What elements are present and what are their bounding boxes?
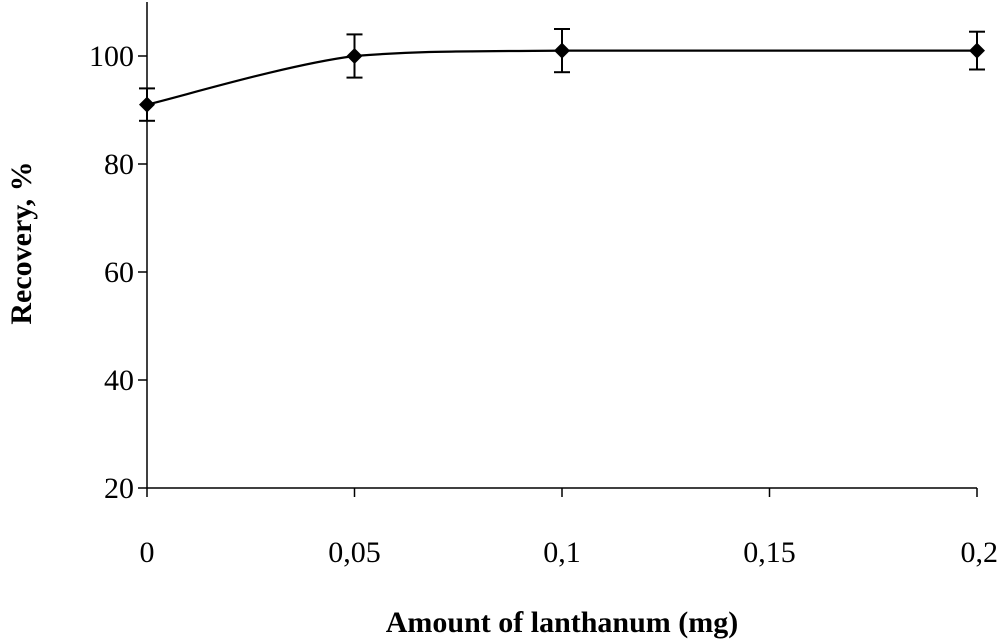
x-axis-title: Amount of lanthanum (mg) xyxy=(386,606,739,639)
y-tick-label: 60 xyxy=(104,256,134,289)
x-tick-label: 0,1 xyxy=(543,536,581,569)
x-tick-label: 0,2 xyxy=(961,536,999,569)
axes xyxy=(138,1,978,497)
data-point xyxy=(346,48,363,64)
series-line-layer xyxy=(146,49,977,106)
tick-labels: 20 40 60 80 100 0 0,05 0,1 0,15 0,2 xyxy=(89,40,998,569)
x-tick-label: 0,05 xyxy=(328,536,381,569)
y-tick-label: 100 xyxy=(89,40,134,73)
y-tick-label: 80 xyxy=(104,148,134,181)
data-point xyxy=(969,42,985,59)
data-point xyxy=(554,42,570,59)
data-point xyxy=(139,96,155,113)
y-tick-label: 20 xyxy=(104,472,134,505)
y-axis-title: Recovery, % xyxy=(5,161,38,324)
data-markers xyxy=(139,42,985,113)
y-tick-label: 40 xyxy=(104,364,134,397)
x-tick-label: 0,15 xyxy=(743,536,796,569)
x-tick-label: 0 xyxy=(140,536,155,569)
series-line xyxy=(146,49,977,106)
